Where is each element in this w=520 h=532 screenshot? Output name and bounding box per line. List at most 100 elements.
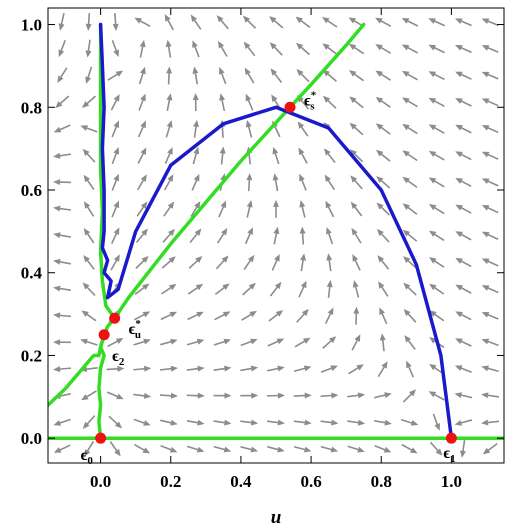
vector-arrow	[267, 365, 285, 372]
vector-arrow	[347, 419, 366, 426]
vector-arrow	[296, 308, 309, 323]
vector-arrow	[269, 281, 282, 297]
vector-arrow	[481, 419, 500, 426]
vector-arrow	[429, 441, 443, 456]
vector-arrow	[80, 338, 98, 346]
vector-arrow	[53, 418, 71, 426]
vector-arrow	[244, 227, 253, 245]
vector-arrow	[455, 231, 472, 241]
vector-arrow	[107, 70, 124, 81]
vector-arrow	[350, 175, 363, 190]
vector-arrow	[217, 40, 228, 57]
vector-arrow	[351, 334, 361, 351]
vector-arrow	[267, 446, 285, 453]
vector-arrow	[324, 148, 336, 164]
vector-arrow	[266, 392, 285, 399]
vector-arrow	[192, 146, 200, 165]
vector-arrow	[191, 173, 200, 191]
vector-arrow	[268, 310, 284, 322]
curves-layer	[48, 22, 504, 440]
vector-arrow	[350, 201, 363, 217]
vector-arrow	[481, 258, 499, 267]
vector-arrow	[428, 150, 445, 161]
vector-arrow	[81, 390, 97, 401]
equilibrium-point	[109, 312, 121, 324]
vector-arrow	[298, 280, 307, 298]
vector-arrow	[481, 231, 499, 240]
vector-arrow	[375, 96, 391, 108]
y-tick-label: 1.0	[21, 16, 42, 35]
vector-arrow	[166, 66, 173, 85]
vector-arrow	[106, 365, 125, 372]
vector-arrow	[133, 338, 151, 346]
vector-arrow	[271, 253, 280, 271]
vector-arrow	[188, 256, 203, 269]
vector-arrow	[55, 95, 70, 109]
vector-arrow	[293, 365, 312, 373]
vector-arrow	[454, 18, 472, 27]
y-tick-label: 0.8	[21, 98, 42, 117]
vector-arrow	[243, 254, 255, 271]
vector-arrow	[401, 44, 419, 54]
vector-arrow	[401, 17, 419, 27]
vector-arrow	[215, 255, 229, 270]
vector-arrow	[58, 39, 66, 58]
vector-arrow	[134, 443, 151, 454]
vector-arrow	[482, 442, 498, 455]
vector-arrow	[481, 205, 499, 214]
vector-arrow	[374, 444, 392, 453]
vector-arrow	[432, 413, 441, 431]
vector-arrow	[481, 18, 499, 27]
vector-arrow	[429, 283, 445, 295]
vector-arrow	[53, 366, 72, 373]
vector-arrow	[246, 173, 253, 192]
vector-arrow	[481, 45, 499, 53]
vector-arrow	[402, 123, 418, 135]
vector-arrow	[189, 228, 202, 244]
vector-arrow	[455, 284, 472, 294]
vector-arrow	[376, 228, 390, 243]
equilibrium-label: ϵ2	[112, 348, 125, 368]
vector-arrow	[429, 257, 445, 268]
vector-arrow	[401, 70, 418, 81]
vector-arrow	[294, 337, 311, 348]
vector-arrow	[322, 336, 337, 349]
x-tick-label: 0.0	[90, 472, 111, 491]
vector-arrow	[375, 44, 392, 54]
vector-arrow	[428, 177, 445, 188]
vector-arrow	[273, 226, 280, 245]
vector-arrow	[455, 338, 472, 347]
vector-arrow	[481, 392, 500, 399]
vector-arrow	[348, 364, 364, 375]
vector-arrow	[428, 44, 445, 54]
vector-arrow	[53, 312, 72, 319]
vector-arrow	[326, 253, 333, 272]
vector-arrow	[137, 174, 147, 191]
vector-arrow	[136, 201, 148, 217]
vector-arrow	[481, 71, 499, 80]
vector-arrow	[428, 18, 446, 27]
vector-arrow	[454, 365, 472, 374]
vector-arrow	[349, 149, 364, 163]
vector-arrow	[240, 419, 259, 426]
vector-arrow	[218, 200, 227, 218]
vector-arrow	[164, 147, 173, 165]
vector-arrow	[187, 311, 204, 321]
vector-arrow	[110, 94, 120, 111]
vector-arrow	[165, 39, 172, 58]
vector-arrow	[347, 445, 365, 453]
vector-arrow	[295, 16, 311, 29]
vector-arrow	[240, 338, 258, 347]
vector-arrow	[299, 173, 307, 191]
vector-arrow	[377, 361, 388, 378]
vector-arrow	[213, 445, 232, 453]
vector-arrow	[139, 39, 146, 58]
vector-arrow	[374, 392, 392, 399]
vector-arrow	[376, 202, 391, 216]
vector-arrow	[219, 93, 226, 112]
vector-arrow	[133, 418, 151, 426]
vector-arrow	[190, 201, 201, 217]
vector-arrow	[213, 365, 232, 372]
vector-arrow	[299, 200, 306, 218]
vector-arrow	[428, 230, 445, 242]
